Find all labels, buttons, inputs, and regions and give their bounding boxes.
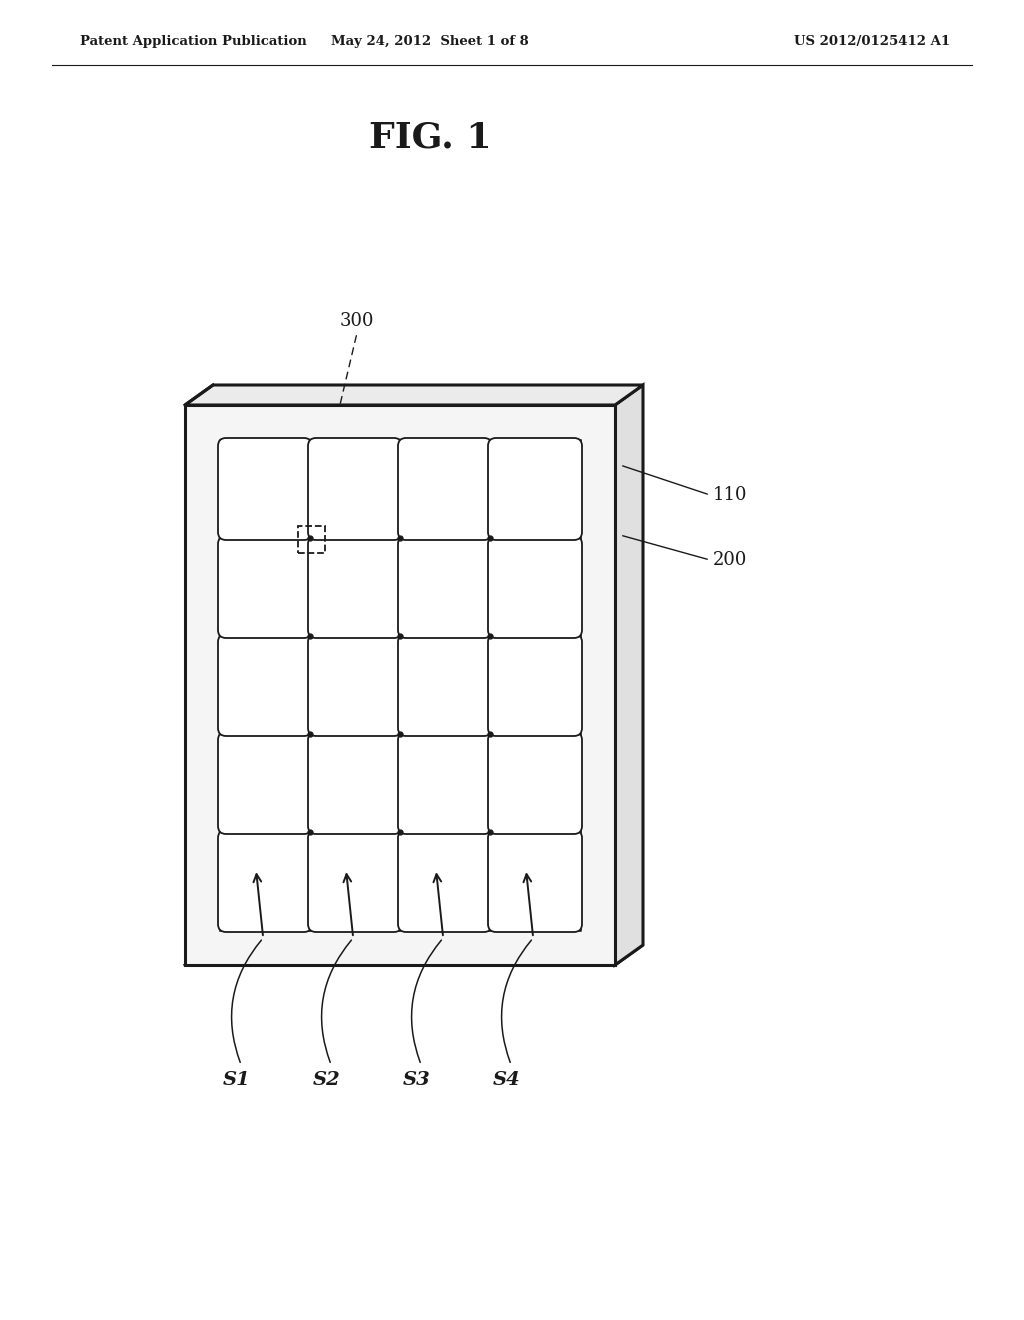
FancyBboxPatch shape bbox=[218, 830, 312, 932]
Text: S2: S2 bbox=[312, 1071, 340, 1089]
FancyBboxPatch shape bbox=[308, 733, 402, 834]
Polygon shape bbox=[185, 385, 643, 405]
FancyBboxPatch shape bbox=[218, 733, 312, 834]
FancyBboxPatch shape bbox=[308, 634, 402, 737]
FancyBboxPatch shape bbox=[488, 830, 582, 932]
Text: 200: 200 bbox=[713, 550, 748, 569]
FancyBboxPatch shape bbox=[488, 438, 582, 540]
Polygon shape bbox=[185, 405, 615, 965]
Text: S4: S4 bbox=[493, 1071, 520, 1089]
FancyBboxPatch shape bbox=[398, 733, 492, 834]
FancyBboxPatch shape bbox=[488, 634, 582, 737]
Text: Patent Application Publication: Patent Application Publication bbox=[80, 36, 307, 48]
Text: FIG. 1: FIG. 1 bbox=[369, 120, 492, 154]
FancyBboxPatch shape bbox=[488, 733, 582, 834]
FancyBboxPatch shape bbox=[398, 830, 492, 932]
FancyBboxPatch shape bbox=[398, 634, 492, 737]
Text: S3: S3 bbox=[402, 1071, 430, 1089]
Text: 300: 300 bbox=[340, 312, 374, 330]
FancyBboxPatch shape bbox=[218, 634, 312, 737]
FancyBboxPatch shape bbox=[308, 536, 402, 638]
FancyBboxPatch shape bbox=[398, 536, 492, 638]
FancyBboxPatch shape bbox=[308, 438, 402, 540]
Text: S1: S1 bbox=[222, 1071, 250, 1089]
Polygon shape bbox=[185, 945, 643, 965]
FancyBboxPatch shape bbox=[488, 536, 582, 638]
FancyBboxPatch shape bbox=[218, 438, 312, 540]
FancyBboxPatch shape bbox=[308, 830, 402, 932]
Text: May 24, 2012  Sheet 1 of 8: May 24, 2012 Sheet 1 of 8 bbox=[331, 36, 528, 48]
FancyBboxPatch shape bbox=[218, 536, 312, 638]
Text: US 2012/0125412 A1: US 2012/0125412 A1 bbox=[794, 36, 950, 48]
Bar bbox=[220, 440, 580, 931]
FancyBboxPatch shape bbox=[398, 438, 492, 540]
Bar bbox=[298, 525, 325, 553]
Text: 110: 110 bbox=[713, 486, 748, 504]
Polygon shape bbox=[615, 385, 643, 965]
